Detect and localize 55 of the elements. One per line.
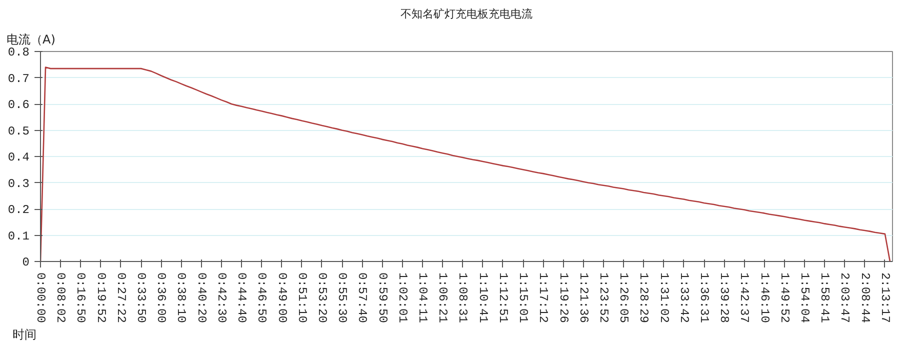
y-tick-label: 0.3 <box>8 176 30 191</box>
x-tick-label: 1:42:37 <box>737 272 752 323</box>
x-tick-label: 0:42:30 <box>214 272 228 323</box>
x-tick-label: 1:17:12 <box>536 272 550 323</box>
x-tick-label: 1:10:41 <box>476 272 490 323</box>
x-tick-label: 0:19:52 <box>94 272 108 323</box>
x-tick-label: 0:49:00 <box>274 272 289 323</box>
y-tick-label: 0.8 <box>8 46 30 60</box>
x-tick-label: 1:31:02 <box>656 272 671 323</box>
x-tick-label: 1:12:51 <box>496 272 510 323</box>
y-tick-label: 0 <box>22 256 30 270</box>
x-tick-label: 1:54:04 <box>798 272 812 323</box>
x-tick-label: 0:36:00 <box>154 272 168 323</box>
x-tick-label: 1:04:11 <box>416 272 430 323</box>
x-tick-label: 0:59:50 <box>375 272 390 323</box>
x-tick-label: 1:49:52 <box>777 272 792 323</box>
x-tick-label: 2:03:47 <box>838 272 852 323</box>
x-tick-label: 1:19:26 <box>556 272 570 323</box>
x-tick-label: 2:08:44 <box>858 272 872 323</box>
x-tick-label: 1:26:05 <box>616 272 631 323</box>
y-tick-label: 0.6 <box>8 98 30 112</box>
x-tick-label: 0:46:50 <box>254 272 269 323</box>
x-tick-label: 0:55:30 <box>335 272 350 323</box>
x-tick-label: 0:57:40 <box>355 272 370 323</box>
x-tick-label: 1:02:01 <box>395 272 410 323</box>
x-axis-title: 时间 <box>12 328 36 341</box>
x-tick-label: 1:58:41 <box>818 272 832 323</box>
x-tick-label: 0:38:10 <box>174 272 188 323</box>
y-axis-title: 电流（A) <box>6 32 56 46</box>
x-tick-label: 0:27:22 <box>114 272 128 323</box>
x-tick-label: 1:28:29 <box>636 272 651 323</box>
x-tick-label: 1:36:31 <box>697 272 712 323</box>
y-tick-label: 0.1 <box>8 229 30 244</box>
y-tick-label: 0.4 <box>8 150 30 164</box>
x-tick-label: 1:46:10 <box>757 272 772 323</box>
x-tick-label: 0:51:10 <box>294 272 309 323</box>
x-tick-label: 1:33:42 <box>676 272 691 323</box>
x-tick-label: 0:40:20 <box>194 272 208 323</box>
x-tick-label: 1:23:52 <box>596 272 610 323</box>
x-tick-label: 1:15:01 <box>516 272 530 323</box>
y-tick-label: 0.7 <box>8 72 30 86</box>
x-tick-label: 1:06:21 <box>436 272 450 323</box>
x-tick-label: 2:13:17 <box>878 272 892 323</box>
x-tick-label: 0:00:00 <box>34 272 48 323</box>
chart-title: 不知名矿灯充电板充电电流 <box>400 8 532 20</box>
x-tick-label: 1:08:31 <box>456 272 470 323</box>
x-tick-label: 1:21:36 <box>576 272 590 323</box>
y-tick-label: 0.2 <box>8 203 30 217</box>
x-tick-label: 0:33:50 <box>134 272 148 323</box>
x-tick-label: 0:44:40 <box>234 272 249 323</box>
x-tick-label: 1:39:28 <box>717 272 732 323</box>
x-tick-label: 0:16:50 <box>74 272 88 323</box>
x-tick-label: 0:08:02 <box>54 272 68 323</box>
x-tick-label: 0:53:20 <box>314 272 329 323</box>
y-tick-label: 0.5 <box>8 124 30 138</box>
